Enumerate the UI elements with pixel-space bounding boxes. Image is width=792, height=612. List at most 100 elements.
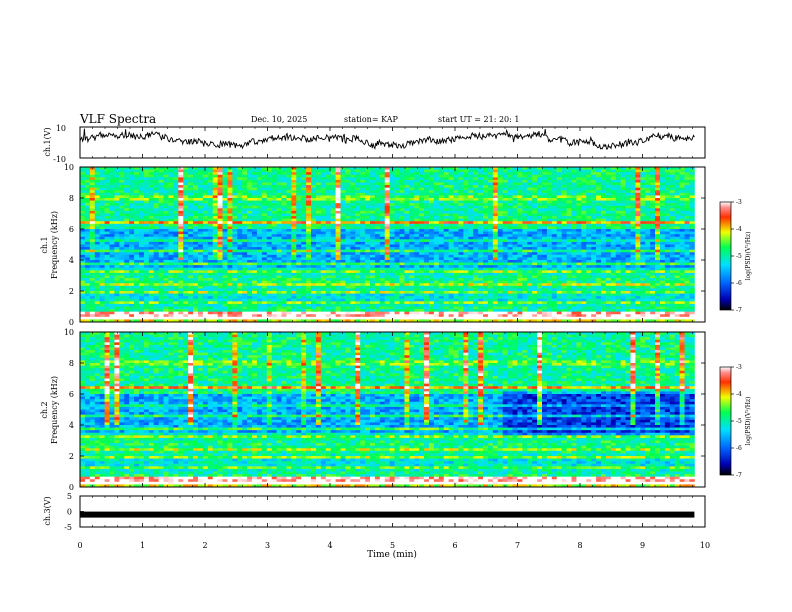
spectrogram-cell	[178, 231, 184, 235]
spectrogram-cell	[104, 179, 110, 183]
spectrogram-cell	[596, 226, 602, 230]
spectrogram-cell	[556, 177, 563, 181]
spectrogram-cell	[212, 226, 219, 230]
spectrogram-cell	[350, 205, 356, 209]
spectrogram-cell	[600, 182, 607, 186]
spectrogram-cell	[340, 236, 346, 240]
spectrogram-cell	[379, 172, 386, 176]
spectrogram-cell	[468, 205, 474, 209]
spectrogram-cell	[163, 195, 169, 199]
spectrogram-cell	[478, 190, 484, 194]
spectrogram-cell	[664, 234, 671, 238]
spectrogram-cell	[492, 241, 499, 245]
spectrogram-cell	[517, 257, 523, 261]
spectrogram-cell	[414, 247, 420, 251]
spectrogram-cell	[596, 234, 602, 238]
spectrogram-cell	[384, 203, 391, 207]
spectrogram-cell	[168, 229, 174, 232]
spectrogram-cell	[143, 192, 150, 196]
spectrogram-cell	[99, 244, 105, 248]
spectrogram-cell	[256, 205, 263, 209]
spectrogram-cell	[212, 174, 219, 178]
spectrogram-cell	[655, 192, 661, 196]
spectrogram-cell	[443, 198, 450, 201]
spectrogram-cell	[473, 177, 479, 181]
spectrogram-cell	[596, 252, 602, 256]
spectrogram-cell	[291, 190, 297, 194]
spectrogram-cell	[507, 174, 513, 178]
spectrogram-cell	[197, 254, 204, 258]
spectrogram-cell	[497, 190, 504, 194]
spectrogram-cell	[640, 216, 646, 220]
spectrogram-cell	[158, 210, 164, 214]
spectrogram-cell	[443, 221, 450, 225]
spectrogram-cell	[266, 169, 273, 173]
spectrogram-cell	[596, 231, 602, 235]
spectrogram-cell	[645, 223, 651, 227]
spectrogram-cell	[566, 267, 572, 271]
spectrogram-cell	[227, 205, 233, 209]
spectrogram-cell	[237, 241, 243, 245]
spectrogram-cell	[124, 216, 130, 220]
spectrogram-cell	[276, 257, 282, 261]
spectrogram-cell	[80, 203, 86, 207]
spectrogram-cell	[119, 249, 125, 253]
spectrogram-cell	[178, 229, 184, 232]
spectrogram-cell	[143, 216, 150, 220]
spectrogram-cell	[537, 172, 543, 176]
spectrogram-cell	[664, 182, 671, 186]
spectrogram-cell	[311, 195, 317, 199]
spectrogram-cell	[188, 267, 194, 271]
spectrogram-cell	[148, 179, 155, 183]
spectrogram-cell	[409, 208, 415, 212]
spectrogram-cell	[551, 226, 558, 230]
spectrogram-cell	[625, 249, 631, 253]
spectrogram-cell	[542, 216, 548, 220]
spectrogram-cell	[669, 234, 676, 238]
spectrogram-cell	[507, 182, 513, 186]
spectrogram-cell	[487, 198, 494, 201]
spectrogram-cell	[188, 205, 194, 209]
spectrogram-cell	[409, 210, 415, 214]
spectrogram-cell	[124, 223, 130, 227]
spectrogram-cell	[261, 218, 268, 222]
spectrogram-cell	[458, 254, 464, 258]
spectrogram-cell	[350, 167, 356, 170]
spectrogram-cell	[271, 216, 278, 220]
spectrogram-cell	[561, 244, 567, 248]
spectrogram-cell	[502, 218, 509, 222]
spectrogram-cell	[355, 260, 361, 263]
spectrogram-cell	[291, 208, 297, 212]
spectrogram-cell	[119, 231, 125, 235]
spectrogram-cell	[168, 187, 174, 191]
spectrogram-cell	[492, 169, 499, 173]
spectrogram-cell	[679, 185, 685, 189]
spectrogram-cell	[124, 177, 130, 181]
spectrogram-cell	[483, 260, 489, 263]
spectrogram-cell	[438, 267, 445, 271]
spectrogram-cell	[384, 231, 391, 235]
spectrogram-cell	[581, 221, 587, 225]
spectrogram-cell	[94, 262, 101, 266]
spectrogram-cell	[551, 249, 558, 253]
spectrogram-cell	[256, 257, 263, 261]
spectrogram-cell	[281, 234, 287, 238]
spectrogram-cell	[566, 169, 572, 173]
spectrogram-cell	[448, 198, 454, 201]
spectrogram-cell	[630, 226, 636, 230]
spectrogram-cell	[689, 185, 695, 189]
spectrogram-cell	[433, 262, 440, 266]
spectrogram-cell	[591, 200, 597, 204]
spectrogram-cell	[645, 167, 651, 170]
spectrogram-cell	[640, 262, 646, 266]
spectrogram-cell	[80, 187, 86, 191]
spectrogram-cell	[301, 174, 307, 178]
spectrogram-cell	[443, 241, 450, 245]
spectrogram-cell	[566, 210, 572, 214]
spectrogram-cell	[669, 195, 676, 199]
spectrogram-cell	[355, 187, 361, 191]
spectrogram-cell	[679, 177, 685, 181]
spectrogram-cell	[286, 262, 292, 266]
spectrogram-cell	[222, 216, 228, 220]
spectrogram-cell	[605, 239, 612, 243]
